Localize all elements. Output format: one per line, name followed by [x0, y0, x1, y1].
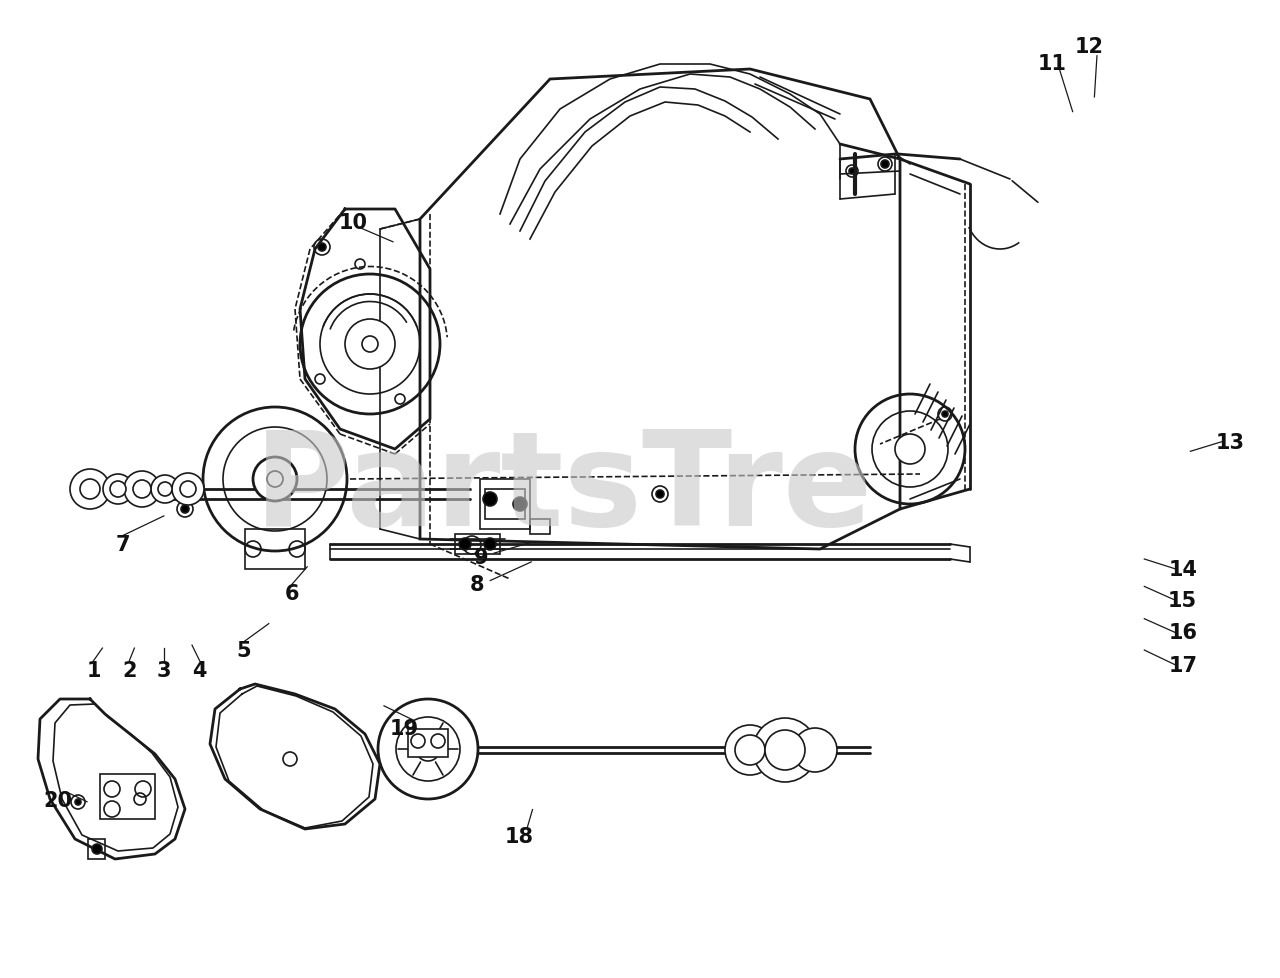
Circle shape — [895, 434, 925, 465]
Text: 3: 3 — [156, 660, 172, 680]
Text: 20: 20 — [44, 790, 72, 810]
Circle shape — [133, 480, 151, 499]
Text: 13: 13 — [1216, 432, 1244, 452]
Polygon shape — [408, 730, 448, 757]
Circle shape — [735, 735, 765, 765]
Text: 2: 2 — [122, 660, 137, 680]
Text: 17: 17 — [1169, 655, 1197, 675]
Text: 18: 18 — [506, 826, 534, 846]
Circle shape — [102, 474, 133, 505]
Circle shape — [724, 726, 774, 776]
Circle shape — [253, 458, 297, 502]
Circle shape — [172, 473, 204, 506]
Circle shape — [657, 491, 664, 499]
Circle shape — [416, 737, 440, 761]
Circle shape — [70, 469, 110, 510]
Circle shape — [513, 498, 527, 511]
Text: 12: 12 — [1075, 37, 1103, 57]
Circle shape — [317, 244, 326, 251]
Circle shape — [76, 799, 81, 805]
Polygon shape — [100, 775, 155, 820]
Circle shape — [753, 718, 817, 782]
Circle shape — [346, 320, 396, 370]
Text: PartsTre: PartsTre — [253, 425, 873, 553]
Circle shape — [765, 731, 805, 771]
Text: 6: 6 — [284, 584, 300, 603]
Circle shape — [110, 481, 125, 498]
Circle shape — [180, 481, 196, 498]
Circle shape — [151, 475, 179, 504]
Text: 16: 16 — [1169, 623, 1197, 643]
Circle shape — [124, 471, 160, 508]
Text: 5: 5 — [236, 641, 251, 660]
Circle shape — [881, 160, 890, 169]
Text: 15: 15 — [1169, 591, 1197, 610]
Text: 4: 4 — [192, 660, 207, 680]
Circle shape — [92, 844, 102, 854]
Circle shape — [81, 479, 100, 500]
Circle shape — [849, 169, 855, 175]
Text: 9: 9 — [474, 548, 489, 567]
Circle shape — [484, 539, 497, 551]
Text: 1: 1 — [86, 660, 101, 680]
Text: 8: 8 — [470, 575, 485, 595]
Text: 7: 7 — [115, 535, 131, 555]
Circle shape — [942, 412, 948, 418]
Text: 11: 11 — [1038, 54, 1066, 73]
Circle shape — [460, 539, 471, 551]
Text: 10: 10 — [339, 213, 367, 233]
Circle shape — [794, 729, 837, 773]
Text: 19: 19 — [390, 719, 419, 738]
Circle shape — [483, 493, 497, 507]
Circle shape — [180, 506, 189, 513]
Text: 14: 14 — [1169, 559, 1197, 579]
Circle shape — [157, 482, 172, 497]
